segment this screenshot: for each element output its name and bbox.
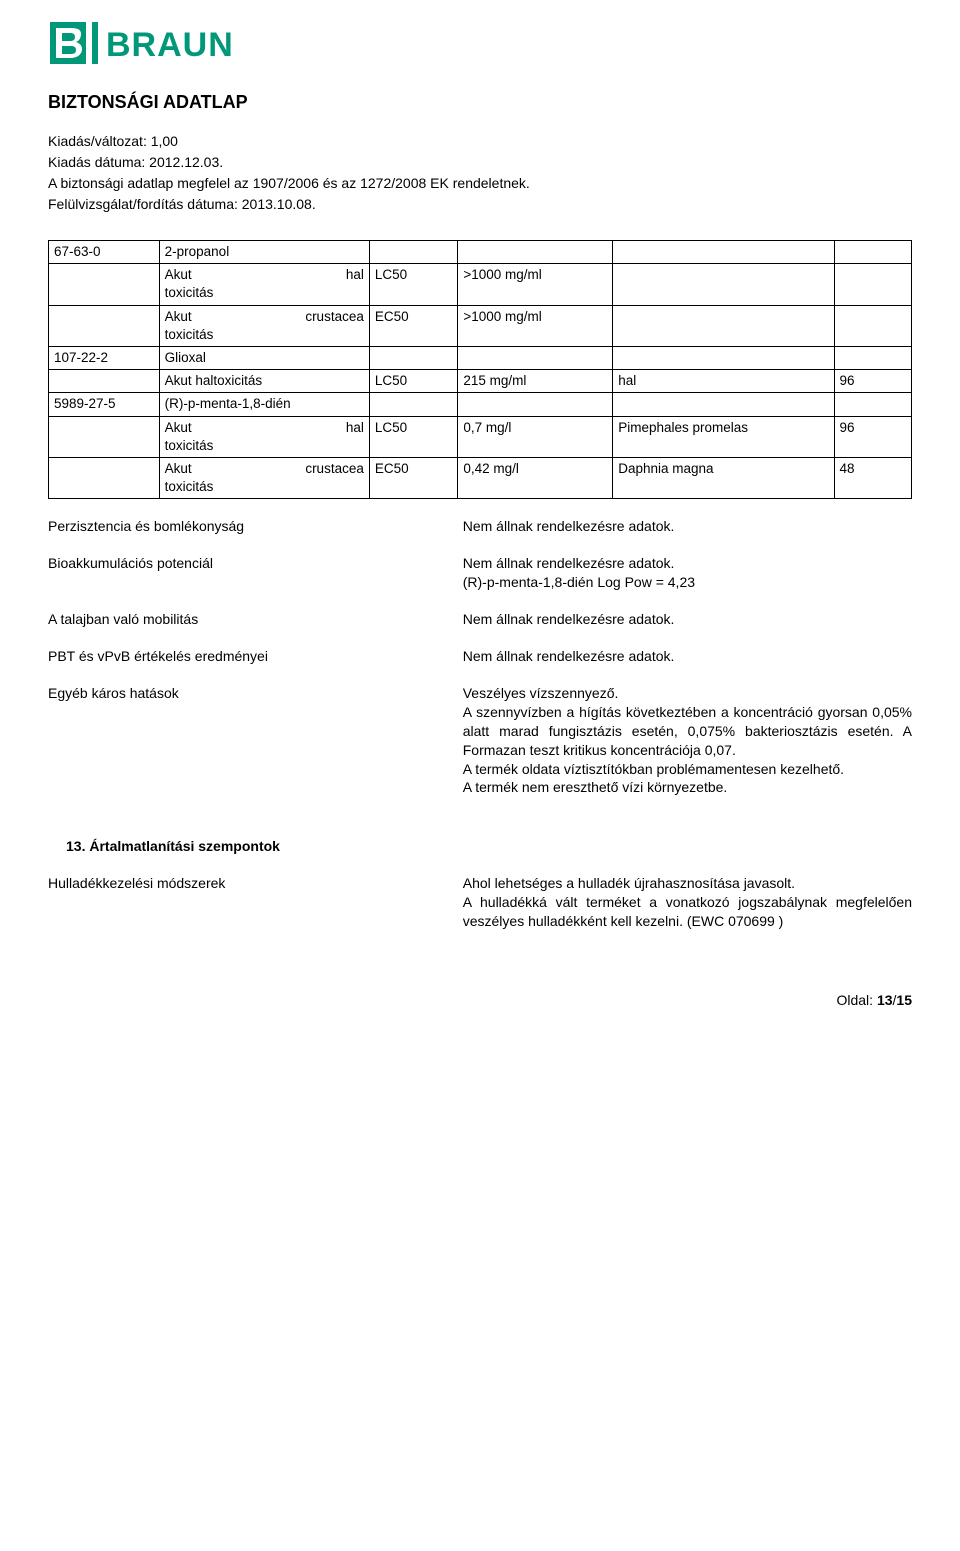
table-row: AkuthaltoxicitásLC500,7 mg/lPimephales p… xyxy=(49,416,912,457)
table-cell: 96 xyxy=(834,416,911,457)
table-cell: hal xyxy=(613,370,834,393)
toxicity-table: 67-63-02-propanolAkuthaltoxicitásLC50>10… xyxy=(48,240,912,500)
info-label: Egyéb káros hatások xyxy=(48,684,463,797)
table-cell: 96 xyxy=(834,370,911,393)
table-cell: LC50 xyxy=(369,264,458,305)
table-cell xyxy=(369,393,458,416)
info-value: Nem állnak rendelkezésre adatok.(R)-p-me… xyxy=(463,554,912,592)
table-row: AkutcrustaceatoxicitásEC500,42 mg/lDaphn… xyxy=(49,458,912,499)
info-value: Nem állnak rendelkezésre adatok. xyxy=(463,517,912,536)
table-cell xyxy=(613,264,834,305)
info-value: Veszélyes vízszennyező.A szennyvízben a … xyxy=(463,684,912,797)
section-13-title: 13. Ártalmatlanítási szempontok xyxy=(48,837,912,856)
table-cell xyxy=(613,346,834,369)
table-cell: Akut haltoxicitás xyxy=(159,370,369,393)
table-cell xyxy=(834,305,911,346)
meta-date: Kiadás dátuma: 2012.12.03. xyxy=(48,153,912,172)
table-cell: Akutcrustaceatoxicitás xyxy=(159,305,369,346)
meta-compliance: A biztonsági adatlap megfelel az 1907/20… xyxy=(48,174,912,193)
table-cell xyxy=(834,346,911,369)
table-cell xyxy=(458,393,613,416)
brand-logo: BRAUN xyxy=(48,20,912,66)
footer-total: 15 xyxy=(896,991,912,1010)
waste-methods-value: Ahol lehetséges a hulladék újrahasznosít… xyxy=(463,874,912,931)
table-cell: Akuthaltoxicitás xyxy=(159,416,369,457)
table-cell: EC50 xyxy=(369,458,458,499)
table-row: AkuthaltoxicitásLC50>1000 mg/ml xyxy=(49,264,912,305)
table-cell xyxy=(49,458,160,499)
table-cell: >1000 mg/ml xyxy=(458,305,613,346)
info-block: Perzisztencia és bomlékonyságNem állnak … xyxy=(48,517,912,797)
section-13-row: Hulladékkezelési módszerek Ahol lehetség… xyxy=(48,874,912,931)
table-row: 67-63-02-propanol xyxy=(49,240,912,263)
table-row: 107-22-2Glioxal xyxy=(49,346,912,369)
table-row: Akut haltoxicitásLC50215 mg/mlhal96 xyxy=(49,370,912,393)
table-cell xyxy=(458,240,613,263)
info-row: Egyéb káros hatásokVeszélyes vízszennyez… xyxy=(48,684,912,797)
meta-version: Kiadás/változat: 1,00 xyxy=(48,132,912,151)
table-cell xyxy=(49,305,160,346)
table-cell: >1000 mg/ml xyxy=(458,264,613,305)
footer-label: Oldal: xyxy=(836,991,873,1010)
table-cell xyxy=(834,393,911,416)
info-label: Bioakkumulációs potenciál xyxy=(48,554,463,592)
page-title: BIZTONSÁGI ADATLAP xyxy=(48,90,912,114)
info-label: A talajban való mobilitás xyxy=(48,610,463,629)
svg-text:BRAUN: BRAUN xyxy=(106,26,234,64)
table-row: AkutcrustaceatoxicitásEC50>1000 mg/ml xyxy=(49,305,912,346)
bbraun-logo-svg: BRAUN xyxy=(48,20,278,66)
table-cell: Glioxal xyxy=(159,346,369,369)
table-cell: 215 mg/ml xyxy=(458,370,613,393)
table-cell: 67-63-0 xyxy=(49,240,160,263)
table-cell xyxy=(49,370,160,393)
table-cell xyxy=(613,240,834,263)
table-cell: (R)-p-menta-1,8-dién xyxy=(159,393,369,416)
waste-methods-label: Hulladékkezelési módszerek xyxy=(48,874,463,931)
table-cell: 2-propanol xyxy=(159,240,369,263)
table-cell xyxy=(613,305,834,346)
table-cell xyxy=(369,240,458,263)
table-cell xyxy=(834,240,911,263)
table-cell: LC50 xyxy=(369,416,458,457)
table-cell: EC50 xyxy=(369,305,458,346)
table-cell: 0,42 mg/l xyxy=(458,458,613,499)
info-label: Perzisztencia és bomlékonyság xyxy=(48,517,463,536)
table-row: 5989-27-5(R)-p-menta-1,8-dién xyxy=(49,393,912,416)
footer-page: 13 xyxy=(877,991,893,1010)
info-value: Nem állnak rendelkezésre adatok. xyxy=(463,647,912,666)
table-cell xyxy=(49,416,160,457)
table-cell xyxy=(834,264,911,305)
page-footer: Oldal: 13 / 15 xyxy=(48,991,912,1010)
info-value: Nem állnak rendelkezésre adatok. xyxy=(463,610,912,629)
table-cell xyxy=(613,393,834,416)
table-cell: 5989-27-5 xyxy=(49,393,160,416)
info-row: Perzisztencia és bomlékonyságNem állnak … xyxy=(48,517,912,536)
table-cell: 48 xyxy=(834,458,911,499)
table-cell: 107-22-2 xyxy=(49,346,160,369)
info-row: Bioakkumulációs potenciálNem állnak rend… xyxy=(48,554,912,592)
table-cell: Akutcrustaceatoxicitás xyxy=(159,458,369,499)
table-cell xyxy=(369,346,458,369)
table-cell xyxy=(49,264,160,305)
table-cell: 0,7 mg/l xyxy=(458,416,613,457)
info-row: PBT és vPvB értékelés eredményeiNem álln… xyxy=(48,647,912,666)
table-cell: Pimephales promelas xyxy=(613,416,834,457)
table-cell: LC50 xyxy=(369,370,458,393)
meta-revision: Felülvizsgálat/fordítás dátuma: 2013.10.… xyxy=(48,195,912,214)
table-cell xyxy=(458,346,613,369)
info-label: PBT és vPvB értékelés eredményei xyxy=(48,647,463,666)
table-cell: Daphnia magna xyxy=(613,458,834,499)
info-row: A talajban való mobilitásNem állnak rend… xyxy=(48,610,912,629)
table-cell: Akuthaltoxicitás xyxy=(159,264,369,305)
